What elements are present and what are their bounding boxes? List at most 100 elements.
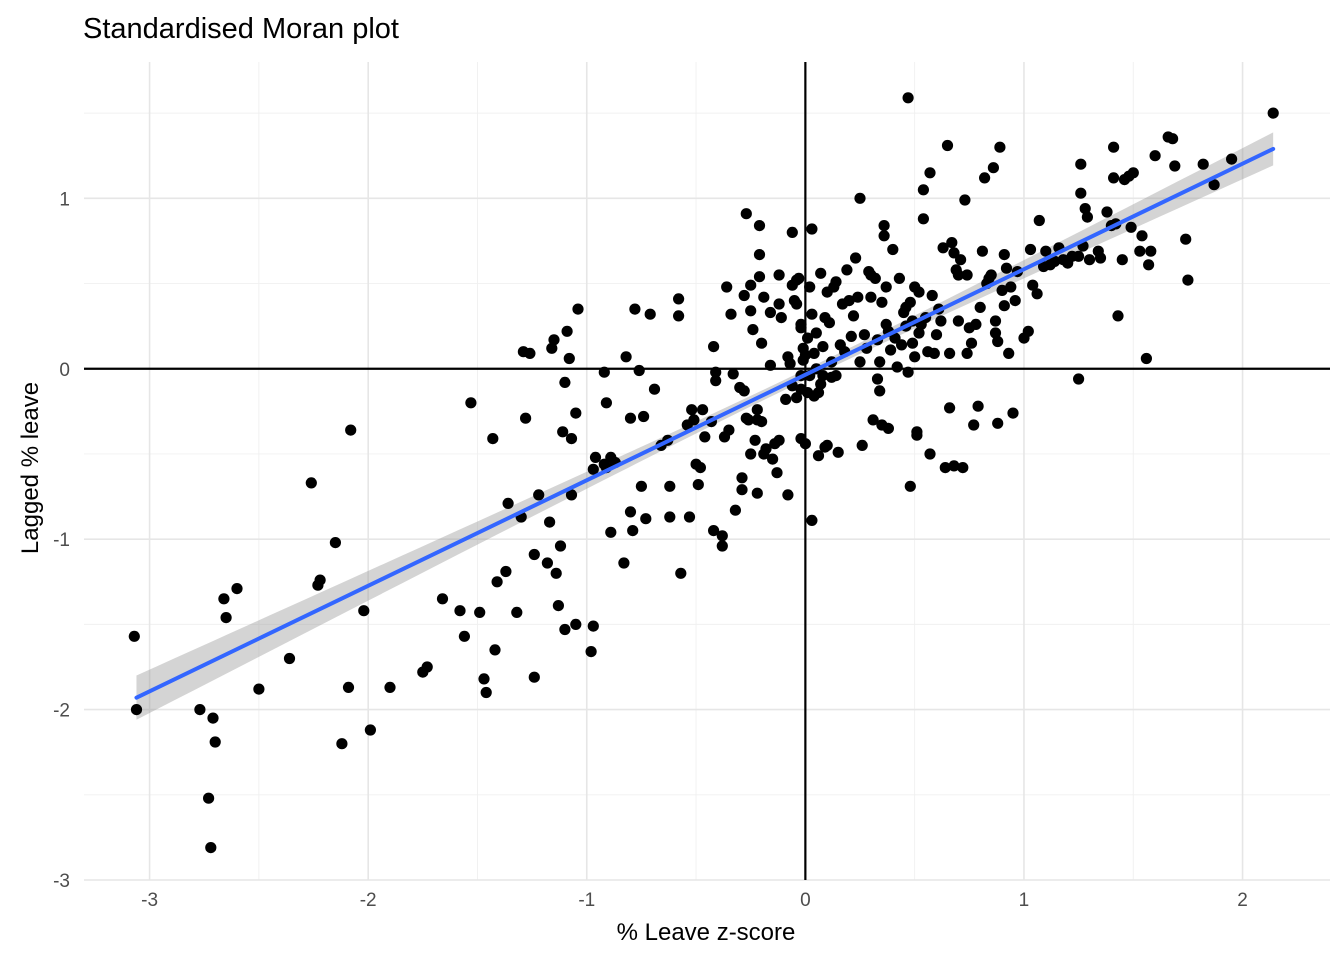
data-point	[751, 404, 763, 416]
data-point	[694, 462, 707, 474]
data-point	[843, 295, 855, 307]
data-point	[952, 315, 965, 327]
data-point	[710, 366, 722, 378]
data-point	[314, 574, 326, 586]
data-point	[1197, 158, 1209, 170]
data-point	[283, 652, 296, 665]
data-point	[793, 272, 805, 284]
data-point	[869, 272, 881, 284]
data-point	[552, 600, 565, 612]
data-point	[782, 489, 794, 501]
data-point	[753, 249, 766, 261]
data-point	[795, 318, 807, 330]
data-point	[972, 400, 984, 412]
data-point	[358, 605, 370, 617]
data-point	[996, 284, 1008, 296]
data-point	[924, 167, 936, 179]
data-point	[745, 279, 757, 291]
x-tick-label: 1	[1019, 890, 1030, 911]
data-point	[205, 842, 217, 854]
regression-line-layer	[134, 146, 1276, 700]
data-point	[736, 484, 748, 496]
data-point	[808, 347, 820, 359]
data-point	[902, 92, 914, 104]
data-point	[998, 300, 1010, 312]
data-point	[688, 414, 700, 426]
data-point	[544, 516, 556, 528]
data-point	[810, 327, 822, 339]
x-tick-label: -3	[141, 890, 158, 911]
data-point	[1075, 187, 1087, 199]
data-point	[909, 351, 921, 363]
data-point	[854, 356, 866, 368]
data-point	[806, 223, 818, 235]
data-point	[747, 324, 759, 336]
data-point	[253, 683, 265, 695]
data-point	[856, 439, 868, 451]
data-point	[546, 342, 558, 354]
data-point	[207, 712, 219, 724]
data-point	[841, 264, 853, 276]
data-point	[758, 291, 770, 303]
data-point	[865, 291, 877, 303]
data-point	[804, 281, 816, 293]
data-point	[1267, 107, 1279, 119]
data-point	[948, 460, 960, 472]
data-point	[1182, 274, 1194, 286]
data-point	[887, 243, 899, 256]
data-point	[587, 463, 599, 475]
data-point	[723, 424, 735, 436]
data-point	[802, 332, 814, 344]
data-point	[764, 306, 777, 319]
y-tick-label: -1	[53, 530, 70, 551]
data-point	[1143, 259, 1155, 271]
data-point	[559, 376, 571, 388]
data-point	[935, 315, 947, 327]
data-point	[998, 249, 1010, 261]
data-point	[821, 439, 833, 451]
data-point	[491, 576, 503, 588]
y-tick-label: 0	[59, 360, 70, 381]
data-point	[716, 530, 728, 542]
data-point	[474, 606, 486, 619]
data-point	[570, 407, 582, 419]
data-point	[633, 364, 645, 377]
data-point	[648, 383, 661, 395]
data-point	[627, 525, 639, 537]
data-point	[1094, 252, 1107, 264]
data-point	[917, 184, 930, 196]
y-tick-label: 1	[59, 189, 70, 210]
data-point	[985, 269, 997, 281]
data-point	[917, 213, 930, 225]
data-point	[565, 433, 578, 445]
data-point	[756, 416, 768, 428]
data-point	[992, 417, 1004, 429]
data-point	[699, 431, 711, 443]
data-point	[561, 325, 573, 337]
data-point	[957, 462, 969, 474]
data-point	[784, 358, 796, 370]
data-point	[1226, 153, 1238, 165]
y-axis-title: Lagged % leave	[17, 382, 44, 554]
data-point	[740, 208, 752, 220]
data-point	[436, 593, 449, 605]
data-point	[524, 347, 536, 359]
data-point	[511, 606, 523, 619]
data-point	[906, 337, 919, 349]
data-point	[753, 271, 766, 283]
data-point	[823, 317, 836, 329]
x-tick-label: -1	[578, 890, 595, 911]
data-point	[520, 412, 532, 424]
data-point	[751, 487, 763, 499]
data-point	[563, 352, 575, 365]
data-point	[867, 414, 879, 426]
data-point	[664, 511, 676, 523]
data-point	[854, 192, 866, 204]
data-point	[845, 330, 857, 342]
data-point	[1125, 221, 1137, 233]
data-point	[1149, 150, 1161, 162]
data-point	[528, 548, 540, 561]
data-point	[847, 310, 860, 322]
data-point	[976, 245, 989, 257]
data-point	[209, 736, 221, 748]
